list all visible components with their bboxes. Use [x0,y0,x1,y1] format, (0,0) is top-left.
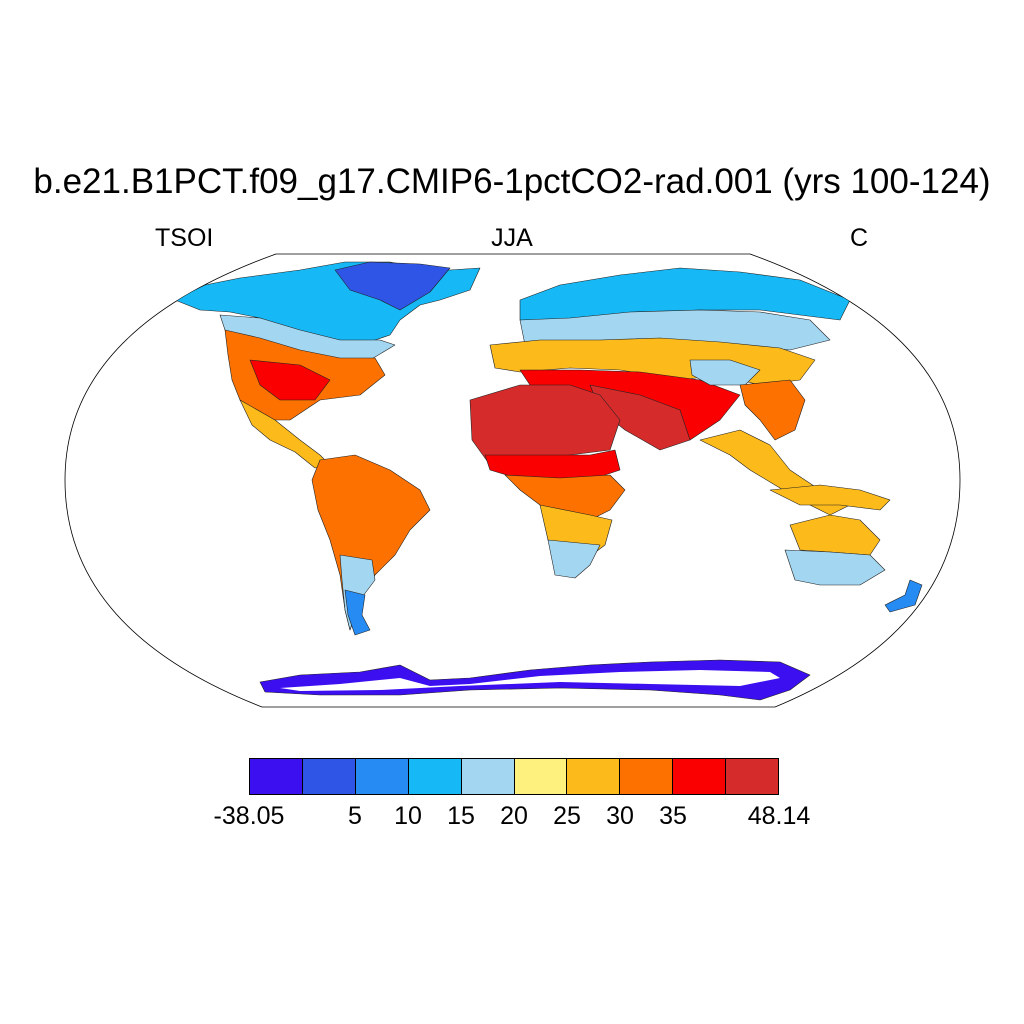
colorbar-swatch-1 [302,759,356,794]
colorbar-label: 15 [447,802,475,830]
new-zealand [884,579,923,613]
colorbar-swatch-2 [355,759,409,794]
colorbar-swatch-7 [620,759,674,794]
colorbar-label: 25 [553,802,581,830]
colorbar-swatch-5 [514,759,568,794]
colorbar-label: -38.05 [213,802,285,830]
antarctica-interior [280,670,780,691]
colorbar-swatch-0 [250,759,303,794]
greenland-cold [334,261,451,311]
colorbar-label: 5 [348,802,362,830]
north-america-hot [249,359,331,401]
colorbar-swatch-4 [461,759,515,794]
colorbar-label: 48.14 [747,802,811,830]
colorbar-label: 35 [659,802,687,830]
south-africa-cool [547,539,601,579]
colorbar-swatch-3 [408,759,462,794]
east-asia [739,379,806,441]
colorbar-swatch-9 [726,759,779,794]
australia-south [784,549,886,586]
central-africa [504,474,626,521]
plot-title: b.e21.B1PCT.f09_g17.CMIP6-1pctCO2-rad.00… [33,162,991,201]
season-label: JJA [491,224,533,252]
north-africa [469,384,621,466]
indonesia [769,484,891,511]
variable-label: TSOI [155,224,214,252]
units-label: C [850,224,869,252]
patagonia [344,589,371,636]
colorbar-label: 10 [394,802,422,830]
colorbar-swatch-6 [567,759,621,794]
colorbar-swatch-8 [673,759,727,794]
colorbar-label: 20 [500,802,528,830]
colorbar [249,758,779,795]
australia-north [789,514,881,556]
colorbar-label: 30 [606,802,634,830]
